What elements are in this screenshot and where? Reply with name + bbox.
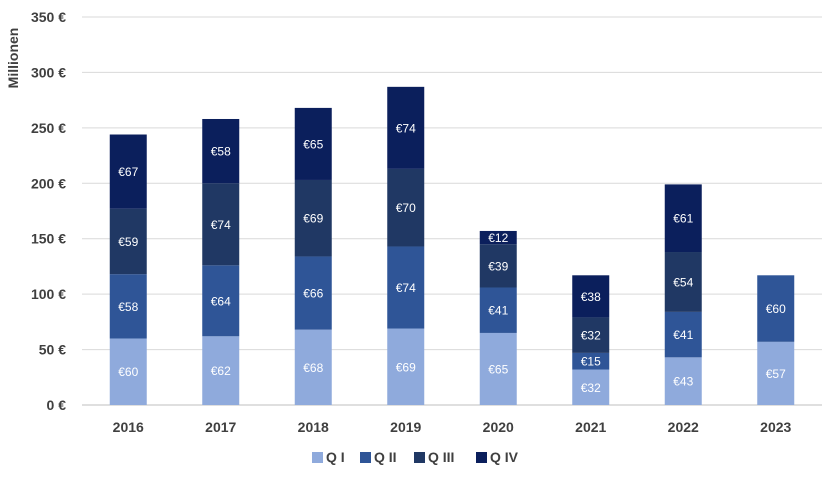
data-label: €64 [211, 294, 231, 308]
data-label: €69 [396, 360, 416, 374]
data-label: €57 [766, 367, 786, 381]
bar-segment-2022-qiii [664, 252, 702, 312]
y-tick-label: 300 € [31, 64, 66, 80]
bar-segment-2017-qiii [202, 183, 240, 266]
bar-segment-2019-qiv [387, 86, 425, 169]
data-label: €61 [673, 212, 693, 226]
bar-segment-2019-qii [387, 246, 425, 329]
legend-label: Q IV [490, 449, 519, 465]
x-tick-label-2018: 2018 [298, 419, 329, 435]
bar-segment-2020-qi [479, 332, 517, 405]
data-label: €58 [211, 145, 231, 159]
bar-segment-2020-qiii [479, 244, 517, 288]
data-label: €67 [118, 165, 138, 179]
bar-segment-2019-qiii [387, 168, 425, 247]
legend-swatch-qi [312, 452, 323, 463]
bar-segment-2016-qiii [109, 208, 147, 275]
data-label: €65 [303, 137, 323, 151]
bar-segment-2018-qi [294, 329, 332, 405]
x-tick-label-2020: 2020 [483, 419, 514, 435]
bar-segment-2016-qi [109, 338, 147, 405]
legend: Q I Q II Q III Q IV [312, 449, 519, 465]
bar-segment-2021-qii [572, 352, 610, 370]
data-label: €74 [211, 218, 231, 232]
data-label: €32 [581, 329, 601, 343]
bar-segment-2021-qiv [572, 275, 610, 318]
data-label: €60 [766, 302, 786, 316]
data-label: €43 [673, 375, 693, 389]
data-label: €68 [303, 361, 323, 375]
legend-swatch-qiv [476, 452, 487, 463]
y-tick-label: 350 € [31, 9, 66, 25]
x-tick-label-2022: 2022 [668, 419, 699, 435]
data-label: €65 [488, 362, 508, 376]
bar-segment-2018-qiv [294, 107, 332, 180]
data-label: €32 [581, 381, 601, 395]
data-label: €59 [118, 235, 138, 249]
bar-segment-2017-qii [202, 265, 240, 337]
bar-segment-2020-qii [479, 287, 517, 333]
x-tick-label-2021: 2021 [575, 419, 606, 435]
bar-segment-2018-qiii [294, 179, 332, 257]
y-tick-label: 200 € [31, 175, 66, 191]
data-label: €54 [673, 275, 693, 289]
bar-segment-2020-qiv [479, 230, 517, 245]
data-label: €60 [118, 365, 138, 379]
y-axis-label: Millionen [5, 28, 21, 89]
bar-segment-2022-qii [664, 311, 702, 358]
bar-segment-2023-qii [757, 275, 795, 342]
data-label: €41 [488, 304, 508, 318]
x-tick-label-2017: 2017 [205, 419, 236, 435]
x-tick-label-2023: 2023 [760, 419, 791, 435]
bar-segment-2021-qi [572, 369, 610, 405]
data-label: €62 [211, 364, 231, 378]
data-label: €38 [581, 290, 601, 304]
y-tick-label: 50 € [39, 342, 66, 358]
legend-label: Q III [428, 449, 454, 465]
data-label: €74 [396, 121, 416, 135]
data-label: €74 [396, 281, 416, 295]
data-label: €66 [303, 287, 323, 301]
bar-segment-2016-qii [109, 274, 147, 339]
bar-segment-2016-qiv [109, 134, 147, 209]
data-label: €69 [303, 212, 323, 226]
data-label: €70 [396, 201, 416, 215]
data-label: €58 [118, 300, 138, 314]
legend-label: Q I [326, 449, 345, 465]
data-label: €39 [488, 259, 508, 273]
y-tick-label: 150 € [31, 231, 66, 247]
legend-label: Q II [374, 449, 397, 465]
bar-segment-2021-qiii [572, 317, 610, 353]
x-tick-label-2016: 2016 [113, 419, 144, 435]
bar-segment-2022-qiv [664, 184, 702, 253]
data-label: €15 [581, 355, 601, 369]
y-tick-label: 100 € [31, 286, 66, 302]
legend-swatch-qiii [414, 452, 425, 463]
bar-segment-2023-qi [757, 341, 795, 405]
y-tick-label: 250 € [31, 120, 66, 136]
data-label: €41 [673, 328, 693, 342]
bar-segment-2022-qi [664, 357, 702, 405]
bar-segment-2017-qi [202, 336, 240, 405]
legend-swatch-qii [360, 452, 371, 463]
x-tick-label-2019: 2019 [390, 419, 421, 435]
bar-segment-2018-qii [294, 256, 332, 330]
data-label: €12 [488, 231, 508, 245]
y-tick-label: 0 € [47, 397, 67, 413]
bar-segment-2019-qi [387, 328, 425, 405]
bar-segment-2017-qiv [202, 118, 240, 184]
